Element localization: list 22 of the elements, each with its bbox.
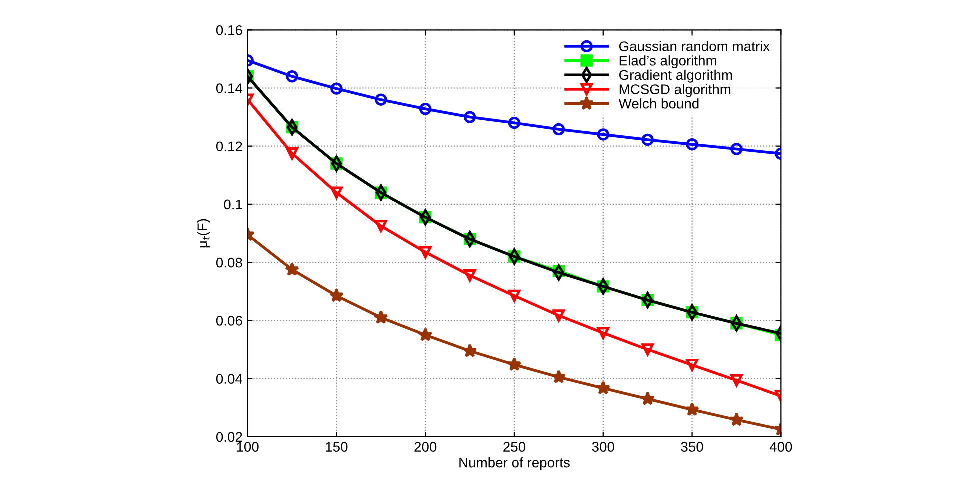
y-tick-label: 0.16 [216, 25, 242, 36]
y-axis-title: μ$_{t}$(F) [197, 219, 210, 248]
x-axis-title: Number of reports [460, 458, 570, 470]
legend-label: Gaussian random matrix [619, 41, 770, 52]
legend-label: Elad’s algorithm [620, 56, 716, 69]
y-tick-label: 0.08 [216, 258, 242, 268]
y-tick-label: 0.02 [216, 432, 242, 442]
y-tick-label: 0.1 [224, 200, 242, 210]
x-tick-label: 150 [326, 442, 348, 452]
x-tick-label: 350 [681, 442, 704, 452]
y-tick-label: 0.06 [216, 316, 242, 326]
x-tick-label: 250 [504, 442, 526, 452]
x-tick-label: 100 [237, 442, 259, 452]
y-tick-label: 0.14 [216, 84, 243, 94]
x-tick-label: 300 [592, 442, 614, 452]
y-tick-label: 0.12 [216, 142, 242, 152]
x-tick-label: 200 [414, 442, 437, 452]
x-tick-label: 400 [770, 442, 792, 452]
legend-label: MCSGD algorithm [620, 84, 731, 98]
y-tick-label: 0.04 [216, 374, 243, 384]
legend-label: Welch bound [618, 98, 699, 109]
legend-label: Gradient algorithm [619, 70, 732, 83]
